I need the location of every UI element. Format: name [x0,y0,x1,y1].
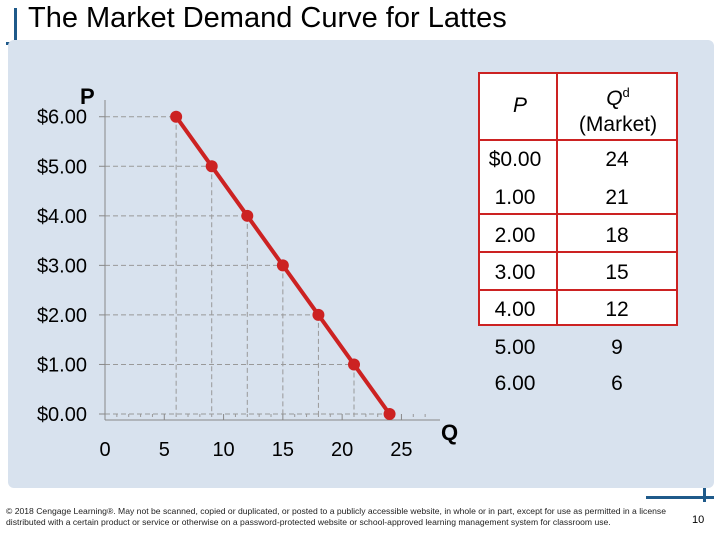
table-cell-quantity: 12 [605,298,629,321]
footer-frame-horizontal-line [646,496,714,499]
y-tick-label: $2.00 [37,305,87,327]
x-axis-label: Q [441,420,458,445]
table-header-quantity-label: Q [606,87,623,110]
demand-point [348,358,360,371]
table-cell-quantity: 18 [605,224,629,247]
table-cell-price: 6.00 [494,372,536,395]
demand-point [312,308,325,321]
copyright-notice: © 2018 Cengage Learning®. May not be sca… [6,506,666,527]
x-tick-label: 10 [212,439,234,461]
table-divider [478,289,678,291]
demand-point [205,160,218,173]
table-cell-price: 5.00 [494,336,536,359]
y-tick-label: $3.00 [37,255,87,277]
table-divider [478,139,678,141]
y-tick-label: $1.00 [37,354,87,376]
table-cell-quantity: 9 [611,336,623,359]
x-tick-label: 0 [99,439,110,461]
demand-point [276,259,289,272]
table-cell-quantity: 6 [611,372,623,395]
table-divider [478,213,678,215]
slide-title: The Market Demand Curve for Lattes [28,2,507,34]
table-header-quantity-sub: (Market) [578,113,658,136]
table-cell-quantity: 24 [605,148,629,171]
table-divider [478,251,678,253]
x-tick-label: 15 [272,439,294,461]
table-column-divider [556,72,558,326]
demand-schedule-table [478,72,678,326]
table-header-quantity-sup: d [622,85,630,100]
table-cell-price: 1.00 [494,186,536,209]
table-header-quantity: Qd (Market) [562,80,674,138]
table-cell-price: 4.00 [494,298,536,321]
table-cell-price: $0.00 [488,148,542,171]
demand-point [241,209,254,222]
title-frame-vertical-line [14,8,17,50]
y-tick-label: $5.00 [37,156,87,178]
table-cell-price: 2.00 [494,224,536,247]
table-cell-quantity: 15 [605,261,629,284]
x-tick-label: 25 [390,439,412,461]
table-header-price-label: P [512,94,527,117]
y-tick-label: $6.00 [37,107,87,129]
table-header-price: P [500,94,540,118]
table-cell-quantity: 21 [605,186,629,209]
x-tick-label: 5 [159,439,170,461]
y-tick-label: $4.00 [37,206,87,228]
y-tick-label: $0.00 [37,404,87,426]
page-number: 10 [692,514,705,526]
table-cell-price: 3.00 [494,261,536,284]
y-axis-label: P [80,84,95,109]
demand-point [383,408,396,420]
demand-point [170,110,183,123]
x-tick-label: 20 [331,439,353,461]
